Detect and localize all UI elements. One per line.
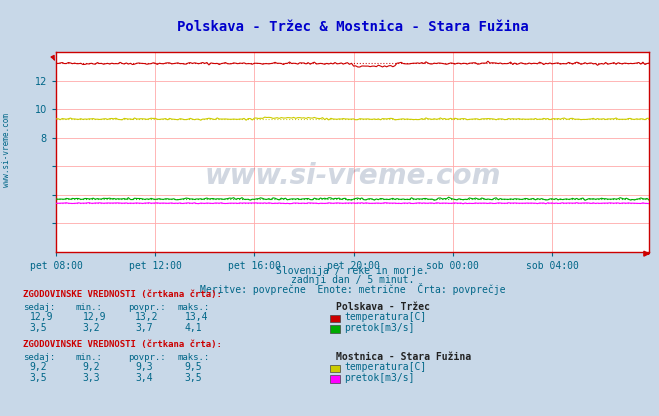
Text: sedaj:: sedaj: [23,303,55,312]
Text: www.si-vreme.com: www.si-vreme.com [204,162,501,190]
Text: 4,1: 4,1 [185,323,202,333]
Text: maks.:: maks.: [178,353,210,362]
Text: Mostnica - Stara Fužina: Mostnica - Stara Fužina [336,352,471,362]
Text: sedaj:: sedaj: [23,353,55,362]
Text: temperatura[C]: temperatura[C] [344,362,426,372]
Text: www.si-vreme.com: www.si-vreme.com [2,113,11,187]
Text: ZGODOVINSKE VREDNOSTI (črtkana črta):: ZGODOVINSKE VREDNOSTI (črtkana črta): [23,340,222,349]
Text: Meritve: povprečne  Enote: metrične  Črta: povprečje: Meritve: povprečne Enote: metrične Črta:… [200,283,505,295]
Text: Polskava - Tržec & Mostnica - Stara Fužina: Polskava - Tržec & Mostnica - Stara Fuži… [177,20,529,34]
Text: 3,7: 3,7 [135,323,153,333]
Text: 12,9: 12,9 [82,312,106,322]
Text: pretok[m3/s]: pretok[m3/s] [344,373,415,383]
Text: temperatura[C]: temperatura[C] [344,312,426,322]
Text: maks.:: maks.: [178,303,210,312]
Text: 9,2: 9,2 [30,362,47,372]
Text: min.:: min.: [76,303,103,312]
Text: 9,5: 9,5 [185,362,202,372]
Text: 3,5: 3,5 [30,323,47,333]
Text: 3,5: 3,5 [30,373,47,383]
Text: 3,4: 3,4 [135,373,153,383]
Text: 13,2: 13,2 [135,312,159,322]
Text: 12,9: 12,9 [30,312,53,322]
Text: Polskava - Tržec: Polskava - Tržec [336,302,430,312]
Text: zadnji dan / 5 minut.: zadnji dan / 5 minut. [291,275,415,285]
Text: 3,2: 3,2 [82,323,100,333]
Text: 9,2: 9,2 [82,362,100,372]
Text: povpr.:: povpr.: [129,353,166,362]
Text: ZGODOVINSKE VREDNOSTI (črtkana črta):: ZGODOVINSKE VREDNOSTI (črtkana črta): [23,290,222,300]
Text: 9,3: 9,3 [135,362,153,372]
Text: min.:: min.: [76,353,103,362]
Text: pretok[m3/s]: pretok[m3/s] [344,323,415,333]
Text: 3,3: 3,3 [82,373,100,383]
Text: 13,4: 13,4 [185,312,208,322]
Text: povpr.:: povpr.: [129,303,166,312]
Text: Slovenija / reke in morje.: Slovenija / reke in morje. [276,266,429,276]
Text: 3,5: 3,5 [185,373,202,383]
